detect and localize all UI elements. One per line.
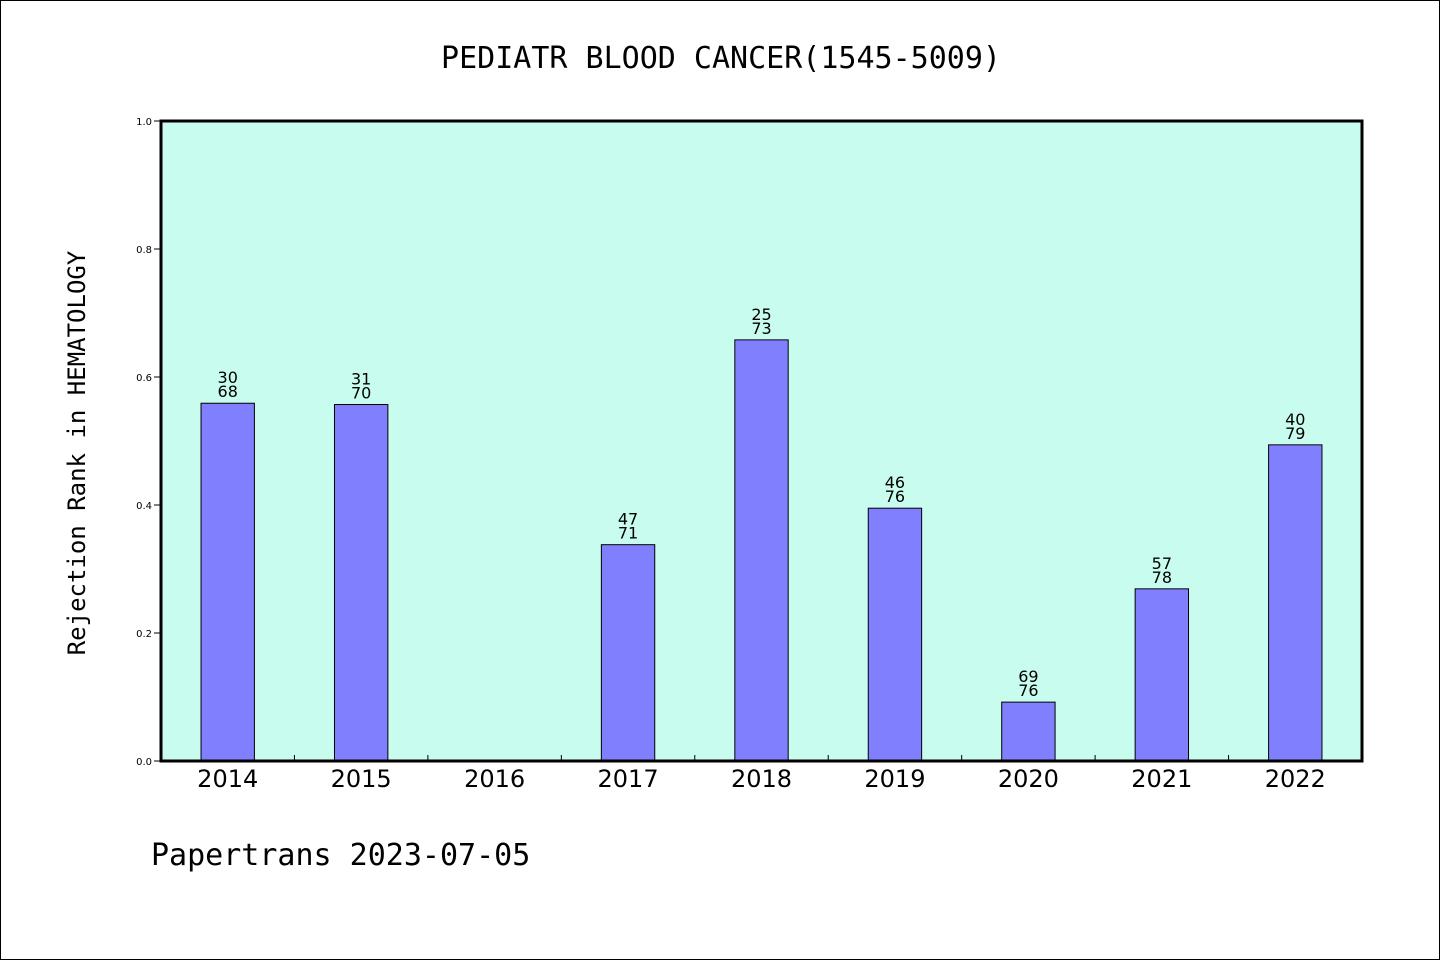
bar-2022 [1268, 444, 1323, 762]
y-axis-ticks: 0.0 0.2 0.4 0.6 0.8 1.0 [136, 117, 161, 768]
x-tick-label: 2020 [998, 765, 1059, 793]
x-tick-label: 2014 [197, 765, 258, 793]
y-tick-label: 0.8 [136, 245, 152, 256]
bar-2021 [1134, 588, 1190, 762]
x-tick-label: 2016 [464, 765, 525, 793]
bar-label-top: 47 [618, 510, 638, 529]
bar-label-bottom: 70 [351, 384, 371, 403]
bar-label-bottom: 78 [1152, 568, 1172, 587]
y-tick-label: 0.2 [136, 629, 152, 640]
chart-title: PEDIATR BLOOD CANCER(1545-5009) [441, 41, 1001, 76]
bar-label-top: 46 [885, 473, 905, 492]
y-tick-label: 0.0 [136, 757, 152, 768]
footer-note: Papertrans 2023-07-05 [151, 838, 530, 873]
bar-label-bottom: 76 [1018, 681, 1038, 700]
bar-label-top: 40 [1285, 410, 1305, 429]
bar-label-bottom: 76 [885, 487, 905, 506]
y-tick-label: 1.0 [136, 117, 152, 128]
x-tick-label: 2019 [864, 765, 925, 793]
plot-frame [159, 119, 1364, 763]
y-tick-label: 0.4 [136, 501, 152, 512]
bar-2015 [333, 404, 389, 762]
bar-label-top: 57 [1152, 554, 1172, 573]
bar-label-top: 30 [218, 368, 238, 387]
bar-2017 [600, 544, 656, 762]
x-axis-ticks: 2014 2015 2016 2017 2018 2019 2020 2021 2022 [197, 755, 1326, 793]
bar-label-bottom: 68 [218, 382, 238, 401]
bar-2014 [200, 402, 255, 762]
x-tick-label: 2017 [598, 765, 659, 793]
y-axis-label: Rejection Rank in HEMATOLOGY [63, 250, 91, 655]
bar-2019 [867, 507, 923, 762]
bar-label-bottom: 71 [618, 524, 638, 543]
x-tick-label: 2022 [1265, 765, 1326, 793]
bar-label-top: 69 [1018, 667, 1038, 686]
bars-group [200, 339, 1323, 762]
x-tick-label: 2015 [331, 765, 392, 793]
bar-2018 [734, 339, 789, 762]
bar-label-bottom: 73 [751, 319, 771, 338]
bar-label-top: 31 [351, 370, 371, 389]
x-tick-label: 2021 [1131, 765, 1192, 793]
y-tick-label: 0.6 [136, 373, 152, 384]
x-tick-label: 2018 [731, 765, 792, 793]
bar-label-top: 25 [751, 305, 771, 324]
bar-2020 [1001, 701, 1056, 762]
bar-label-bottom: 79 [1285, 424, 1305, 443]
